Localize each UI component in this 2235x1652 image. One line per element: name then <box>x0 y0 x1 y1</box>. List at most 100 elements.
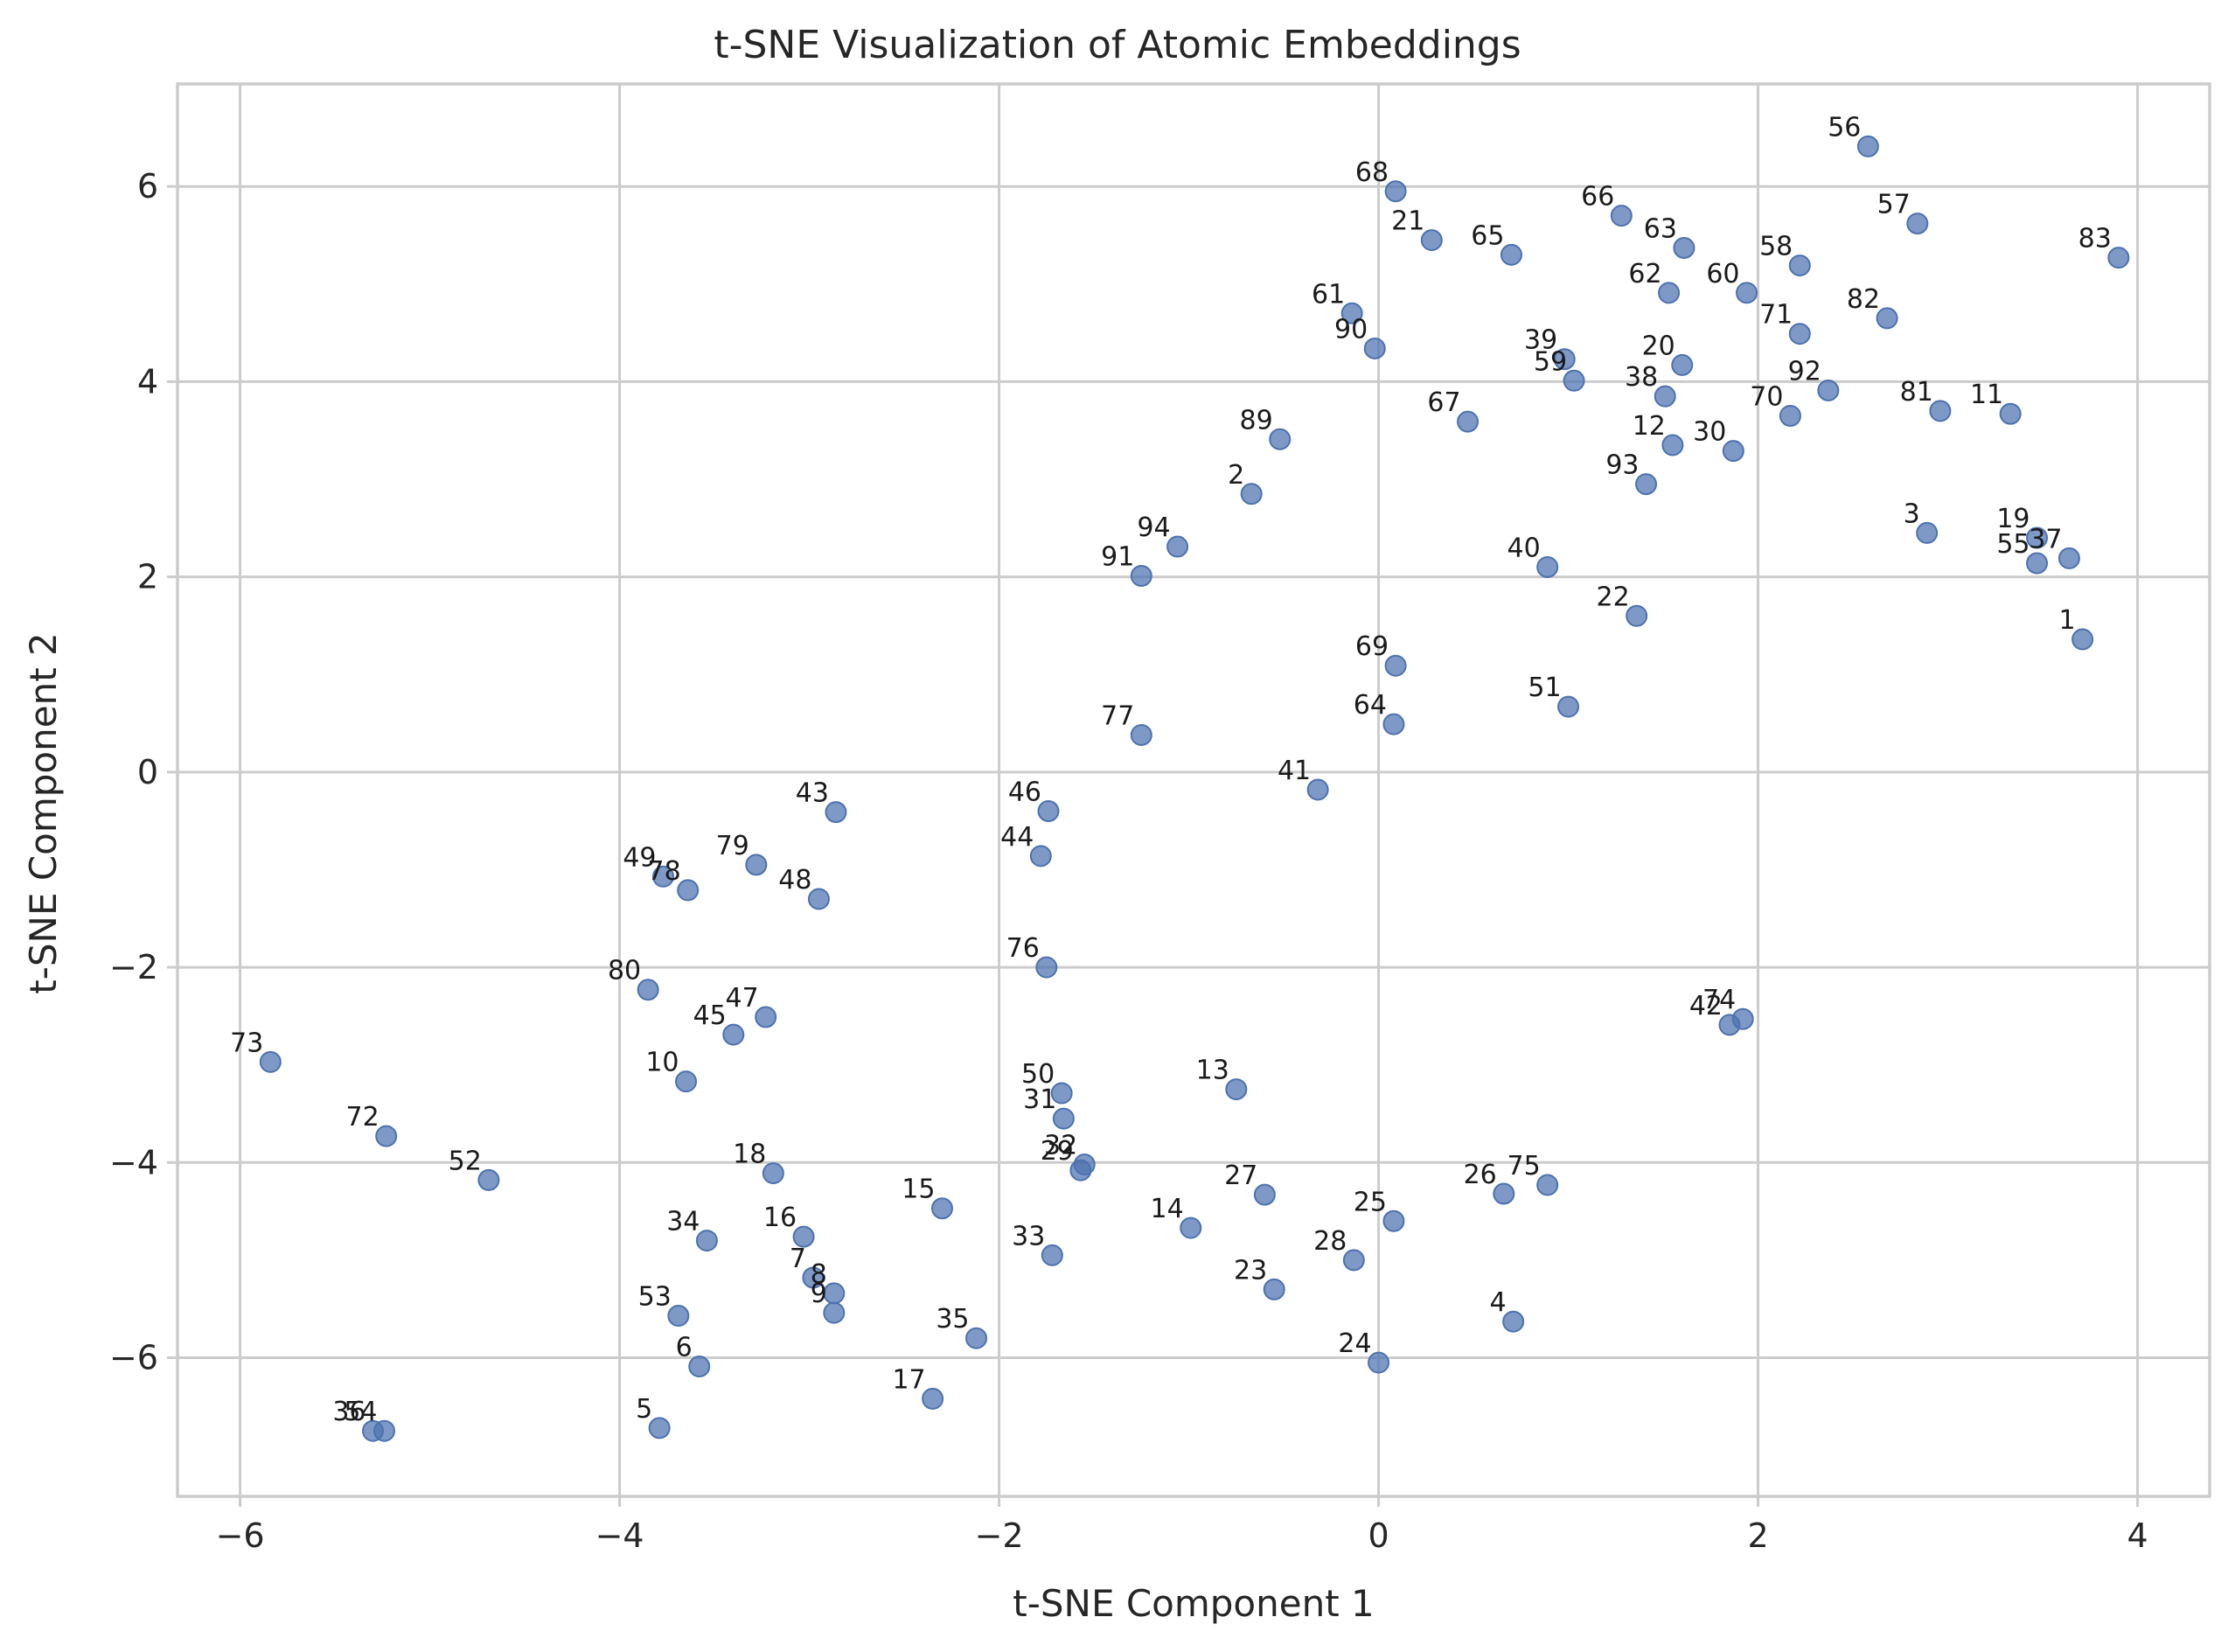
data-point-58 <box>1788 254 1811 277</box>
data-point-23 <box>1263 1278 1285 1300</box>
y-tick-label: −4 <box>109 1143 158 1181</box>
point-label-22: 22 <box>1596 582 1629 612</box>
point-label-72: 72 <box>346 1102 379 1133</box>
point-label-29: 29 <box>1041 1136 1074 1167</box>
point-label-27: 27 <box>1224 1161 1257 1191</box>
point-label-58: 58 <box>1759 232 1793 262</box>
y-tick-label: −6 <box>109 1339 158 1377</box>
data-point-47 <box>755 1006 777 1028</box>
point-label-89: 89 <box>1240 405 1273 436</box>
point-label-65: 65 <box>1471 220 1504 251</box>
data-point-64 <box>1382 713 1405 735</box>
data-point-5 <box>648 1417 671 1439</box>
data-point-52 <box>477 1168 500 1191</box>
point-label-56: 56 <box>1828 112 1861 143</box>
data-point-12 <box>1661 434 1684 457</box>
x-axis-label: t-SNE Component 1 <box>1013 1582 1375 1625</box>
data-point-1 <box>2071 628 2094 651</box>
data-point-54 <box>373 1419 396 1442</box>
data-point-91 <box>1130 565 1152 588</box>
data-point-53 <box>667 1305 690 1328</box>
data-point-70 <box>1779 404 1801 427</box>
point-label-1: 1 <box>2059 605 2076 636</box>
point-label-46: 46 <box>1008 777 1041 807</box>
data-point-59 <box>1563 369 1585 392</box>
point-label-40: 40 <box>1507 533 1541 563</box>
data-point-74 <box>1731 1007 1754 1030</box>
data-point-69 <box>1384 654 1407 677</box>
grid <box>178 84 2210 1496</box>
data-point-77 <box>1130 723 1152 746</box>
y-tick-label: 6 <box>137 167 158 206</box>
point-label-90: 90 <box>1334 314 1368 345</box>
data-point-26 <box>1493 1182 1515 1205</box>
data-point-66 <box>1610 205 1633 227</box>
point-label-21: 21 <box>1391 206 1424 237</box>
data-point-10 <box>675 1070 698 1093</box>
point-label-52: 52 <box>449 1146 482 1176</box>
point-labels: 1234567891011121314151617181920212223242… <box>230 112 2112 1427</box>
x-tick-label: −4 <box>595 1516 644 1555</box>
point-label-36: 36 <box>332 1397 366 1427</box>
data-point-38 <box>1654 385 1676 408</box>
point-label-11: 11 <box>1970 380 2003 410</box>
point-label-69: 69 <box>1355 631 1389 662</box>
point-label-39: 39 <box>1524 325 1557 356</box>
y-tick-label: 2 <box>137 558 158 596</box>
data-point-40 <box>1536 555 1559 578</box>
point-label-18: 18 <box>733 1140 766 1170</box>
data-point-18 <box>762 1162 784 1185</box>
point-label-71: 71 <box>1759 300 1793 331</box>
data-point-79 <box>745 854 768 876</box>
point-label-61: 61 <box>1312 279 1345 310</box>
x-tick-label: 2 <box>1747 1516 1768 1555</box>
data-point-39 <box>1553 348 1576 371</box>
data-point-16 <box>792 1225 815 1248</box>
data-point-6 <box>688 1356 711 1378</box>
point-label-79: 79 <box>716 831 749 861</box>
point-label-77: 77 <box>1101 701 1134 731</box>
data-point-65 <box>1500 243 1522 266</box>
data-point-55 <box>2026 552 2049 575</box>
point-label-63: 63 <box>1644 214 1677 245</box>
x-tick-label: 4 <box>2127 1516 2148 1555</box>
data-point-17 <box>922 1387 944 1410</box>
data-point-82 <box>1876 307 1898 330</box>
point-label-49: 49 <box>623 842 656 873</box>
data-point-32 <box>1073 1154 1096 1176</box>
point-label-74: 74 <box>1702 985 1736 1015</box>
data-point-35 <box>965 1327 988 1349</box>
data-point-60 <box>1736 282 1758 304</box>
point-label-26: 26 <box>1464 1160 1497 1190</box>
data-point-15 <box>930 1197 953 1220</box>
data-point-61 <box>1340 302 1363 324</box>
data-point-30 <box>1722 440 1744 463</box>
point-label-78: 78 <box>648 856 681 887</box>
point-label-42: 42 <box>1689 991 1723 1021</box>
data-point-25 <box>1382 1209 1405 1232</box>
data-point-80 <box>637 979 659 1001</box>
data-point-37 <box>2057 547 2080 569</box>
point-label-12: 12 <box>1633 411 1666 442</box>
point-label-93: 93 <box>1605 450 1639 481</box>
data-point-75 <box>1536 1174 1559 1196</box>
point-label-7: 7 <box>790 1244 806 1274</box>
point-label-75: 75 <box>1507 1151 1541 1181</box>
data-point-33 <box>1041 1244 1063 1266</box>
data-point-57 <box>1906 213 1929 235</box>
data-point-62 <box>1658 282 1681 304</box>
data-point-19 <box>2026 526 2049 549</box>
point-label-92: 92 <box>1788 356 1821 387</box>
plot-area-frame <box>176 82 2211 1498</box>
point-label-43: 43 <box>796 778 829 809</box>
point-label-33: 33 <box>1012 1221 1045 1251</box>
data-point-93 <box>1635 473 1658 496</box>
point-label-2: 2 <box>1228 460 1244 491</box>
data-point-46 <box>1037 799 1060 822</box>
data-point-43 <box>825 801 847 824</box>
data-point-89 <box>1269 428 1292 450</box>
point-label-24: 24 <box>1338 1328 1371 1359</box>
point-label-76: 76 <box>1006 933 1040 964</box>
chart-title: t-SNE Visualization of Atomic Embeddings <box>714 23 1521 67</box>
data-point-31 <box>1052 1107 1075 1130</box>
